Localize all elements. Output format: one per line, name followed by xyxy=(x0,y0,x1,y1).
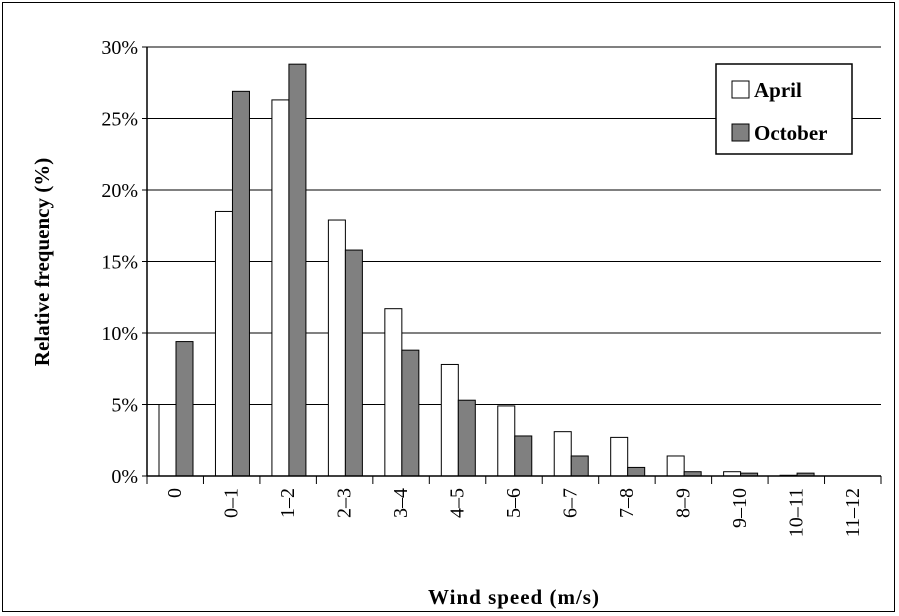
legend-label-april: April xyxy=(754,78,802,102)
bar-april-4 xyxy=(384,308,403,477)
bar-april-0 xyxy=(158,404,177,477)
y-tick-label: 10% xyxy=(101,323,138,345)
bar-october-1 xyxy=(231,90,250,477)
bar-october-7 xyxy=(570,455,589,477)
x-axis-title: Wind speed (m/s) xyxy=(428,585,600,609)
x-tick-label: 0–1 xyxy=(221,488,243,518)
y-tick-label: 20% xyxy=(101,180,138,202)
bar-october-5 xyxy=(457,399,476,477)
x-tick-label: 0 xyxy=(164,488,186,498)
legend-swatch-october xyxy=(731,123,750,142)
legend-swatch-april xyxy=(731,80,750,99)
bar-october-3 xyxy=(344,249,363,477)
bar-april-2 xyxy=(271,99,290,477)
y-tick-label: 30% xyxy=(101,37,138,59)
axes xyxy=(142,46,882,484)
x-tick-label: 1–2 xyxy=(277,488,299,518)
bar-april-9 xyxy=(666,455,685,477)
y-tick-label: 15% xyxy=(101,252,138,274)
bar-april-6 xyxy=(497,405,516,477)
x-tick-labels: 0 0–1 1–2 2–3 3–4 4–5 5–6 6–7 7–8 8–9 9–10 10–11 11–… xyxy=(164,488,864,537)
x-tick-label: 7–8 xyxy=(616,488,638,518)
bars xyxy=(158,63,815,477)
x-tick-label: 5–6 xyxy=(503,488,525,518)
bar-october-0 xyxy=(175,341,194,477)
legend-label-october: October xyxy=(754,121,827,145)
x-tick-label: 6–7 xyxy=(559,488,581,518)
bar-april-3 xyxy=(327,219,346,477)
x-tick-label: 3–4 xyxy=(390,488,412,518)
legend: April October xyxy=(715,63,853,155)
y-tick-label: 0% xyxy=(111,466,138,488)
x-tick-label: 4–5 xyxy=(447,488,469,518)
x-tick-label: 2–3 xyxy=(334,488,356,518)
y-tick-labels: 0% 5% 10% 15% 20% 25% 30% xyxy=(101,37,138,488)
bar-october-2 xyxy=(288,63,307,477)
bar-april-8 xyxy=(610,436,629,477)
bar-october-6 xyxy=(514,435,533,477)
bar-april-7 xyxy=(553,431,572,477)
bar-october-4 xyxy=(401,349,420,477)
bar-april-1 xyxy=(214,210,233,477)
x-tick-label: 11–12 xyxy=(842,488,864,537)
y-axis-title: Relative frequency (%) xyxy=(30,158,54,366)
bar-october-8 xyxy=(627,466,646,477)
x-tick-label: 8–9 xyxy=(672,488,694,518)
x-tick-label: 10–11 xyxy=(785,488,807,537)
x-tick-label: 9–10 xyxy=(729,488,751,528)
y-tick-label: 5% xyxy=(111,395,138,417)
y-tick-label: 25% xyxy=(101,109,138,131)
gridlines xyxy=(147,46,881,405)
bar-april-5 xyxy=(440,363,459,477)
